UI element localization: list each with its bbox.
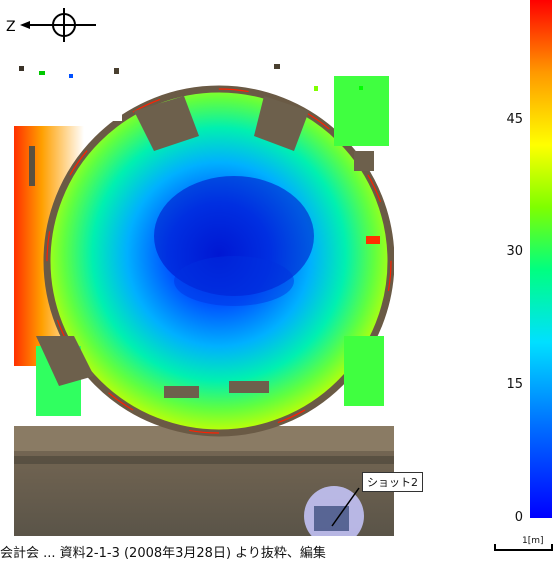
scale-bar — [494, 544, 553, 551]
colorbar-tick-15: 15 — [506, 377, 523, 392]
wall-segment-top-left — [134, 96, 199, 151]
colorbar-tick-0: 0 — [514, 510, 523, 525]
colorbar-tick-45: 45 — [506, 112, 523, 127]
scale-label: 1[m] — [522, 536, 544, 546]
heat-block-bottom-right — [344, 336, 384, 406]
shot-label: ショット2 — [362, 472, 423, 492]
colorbar-tick-30: 30 — [506, 244, 523, 259]
noise-pixels — [19, 64, 380, 244]
north-arrow-icon: Z — [6, 8, 96, 42]
wall-segment-top-right — [254, 96, 309, 151]
heatmap-panel — [14, 56, 394, 536]
footer-caption: 会計会 ... 資料2-1-3 (2008年3月28日) より抜粋、編集 — [0, 546, 326, 561]
colorbar — [530, 0, 552, 518]
north-arrow-label: Z — [6, 19, 16, 35]
